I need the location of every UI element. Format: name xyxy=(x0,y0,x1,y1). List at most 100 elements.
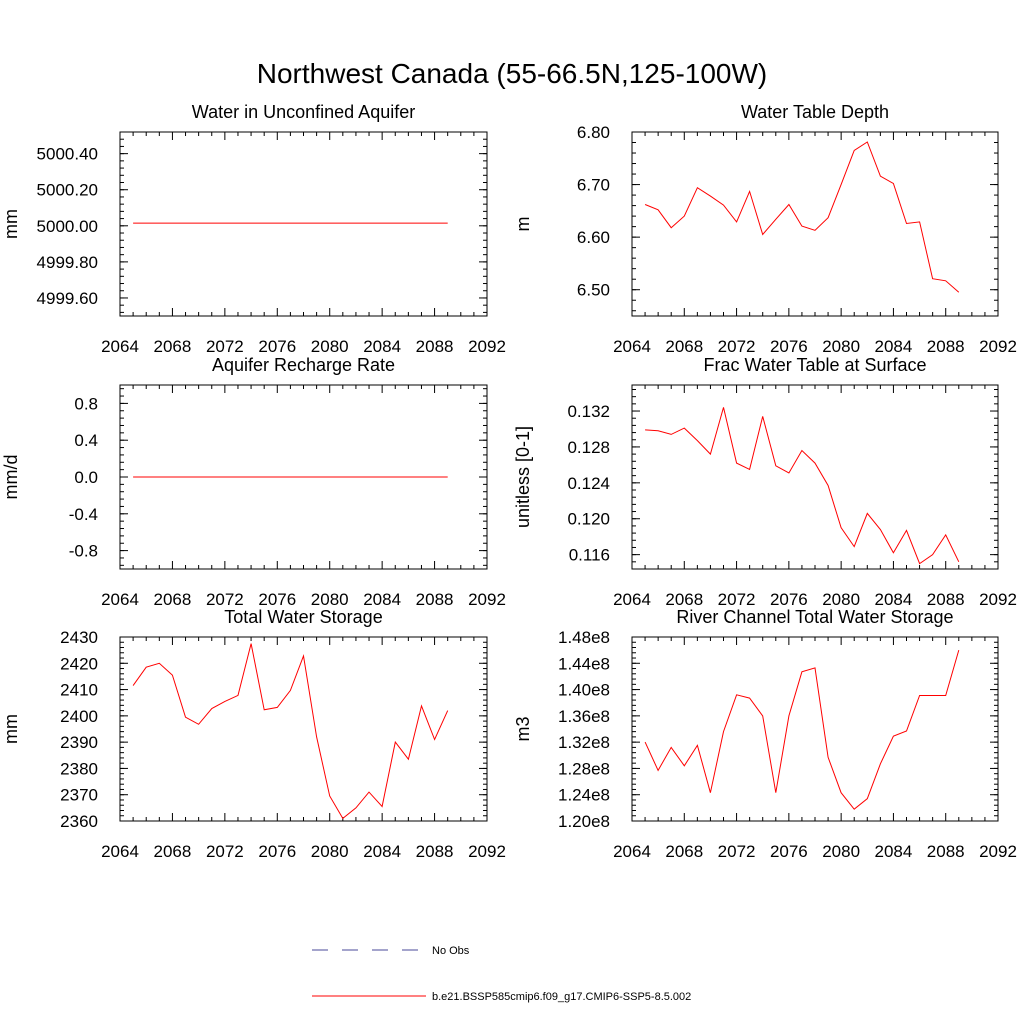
x-tick-label: 2088 xyxy=(927,842,965,861)
y-tick-label: 1.28e8 xyxy=(558,759,610,778)
x-tick-label: 2084 xyxy=(875,590,913,609)
x-tick-label: 2076 xyxy=(258,842,296,861)
panel-frac-water-table-at-surface: Frac Water Table at Surface unitless [0-1… xyxy=(513,355,1017,609)
x-tick-label: 2064 xyxy=(101,842,139,861)
y-tick-label: 0.8 xyxy=(74,394,98,413)
y-tick-label: 2360 xyxy=(60,812,98,831)
panel-aquifer-recharge-rate: Aquifer Recharge Rate mm/d 2064 2068 2072 207… xyxy=(1,355,506,609)
y-tick-label: 0.124 xyxy=(567,474,610,493)
panel-title: Aquifer Recharge Rate xyxy=(212,355,395,375)
x-tick-label: 2080 xyxy=(311,842,349,861)
legend-obs-label: No Obs xyxy=(432,945,470,957)
x-tick-label: 2076 xyxy=(770,337,808,356)
panel-title: Frac Water Table at Surface xyxy=(703,355,926,375)
x-tick-label: 2076 xyxy=(258,590,296,609)
y-axis-label: mm xyxy=(1,209,21,239)
y-tick-label: 2390 xyxy=(60,733,98,752)
y-tick-label: 4999.80 xyxy=(37,253,98,272)
x-tick-label: 2064 xyxy=(613,842,651,861)
y-tick-label: 6.60 xyxy=(577,228,610,247)
chart-panels: Water in Unconfined Aquifer mm 2064 2068 207… xyxy=(1,102,1017,861)
y-axis-label: m xyxy=(513,217,533,232)
x-tick-label: 2080 xyxy=(311,590,349,609)
plot-frame xyxy=(631,636,999,822)
plot-frame xyxy=(631,131,999,317)
x-tick-label: 2072 xyxy=(206,590,244,609)
x-tick-label: 2084 xyxy=(875,842,913,861)
y-tick-label: 6.70 xyxy=(577,176,610,195)
x-tick-label: 2072 xyxy=(206,337,244,356)
x-tick-label: 2088 xyxy=(416,842,454,861)
x-tick-label: 2068 xyxy=(154,337,192,356)
y-tick-label: 1.20e8 xyxy=(558,812,610,831)
legend-model-label: b.e21.BSSP585cmip6.f09_g17.CMIP6-SSP5-8.… xyxy=(432,991,691,1003)
y-tick-label: 2370 xyxy=(60,786,98,805)
x-tick-label: 2092 xyxy=(468,590,506,609)
panel-total-water-storage: Total Water Storage mm 2064 2068 2072 2076 208… xyxy=(1,607,506,861)
panel-title: Water Table Depth xyxy=(741,102,889,122)
y-tick-label: 2410 xyxy=(60,681,98,700)
x-tick-label: 2068 xyxy=(154,842,192,861)
x-tick-label: 2076 xyxy=(770,590,808,609)
x-tick-label: 2092 xyxy=(468,337,506,356)
plot-frame xyxy=(119,131,488,317)
x-tick-label: 2084 xyxy=(363,842,401,861)
x-tick-label: 2080 xyxy=(822,842,860,861)
y-tick-label: 6.80 xyxy=(577,123,610,142)
panel-title: Total Water Storage xyxy=(224,607,382,627)
y-tick-label: 0.4 xyxy=(74,431,98,450)
x-tick-label: 2092 xyxy=(979,337,1017,356)
x-tick-label: 2076 xyxy=(258,337,296,356)
series-line-total-water-storage xyxy=(132,643,449,820)
y-tick-label: 1.48e8 xyxy=(558,628,610,647)
x-tick-label: 2072 xyxy=(718,842,756,861)
x-tick-label: 2084 xyxy=(875,337,913,356)
panel-title: Water in Unconfined Aquifer xyxy=(192,102,415,122)
panel-water-table-depth: Water Table Depth m 2064 2068 2072 2076 2080 20… xyxy=(513,102,1017,356)
x-tick-label: 2088 xyxy=(416,590,454,609)
panel-river-channel-total-water-storage: River Channel Total Water Storage m3 2064 2… xyxy=(513,607,1017,861)
y-tick-label: 0.128 xyxy=(567,438,610,457)
x-tick-label: 2084 xyxy=(363,590,401,609)
y-tick-label: 1.40e8 xyxy=(558,681,610,700)
y-axis-label: m3 xyxy=(513,716,533,741)
y-tick-label: -0.8 xyxy=(69,542,98,561)
series-line-river-channel-total-water-storage xyxy=(644,649,960,810)
y-tick-label: 1.24e8 xyxy=(558,786,610,805)
y-tick-label: 0.120 xyxy=(567,510,610,529)
y-tick-label: 2400 xyxy=(60,707,98,726)
x-tick-label: 2092 xyxy=(979,842,1017,861)
x-tick-label: 2076 xyxy=(770,842,808,861)
y-tick-label: 5000.40 xyxy=(37,145,98,164)
x-tick-label: 2068 xyxy=(665,842,703,861)
y-tick-label: 0.132 xyxy=(567,402,610,421)
y-tick-label: 2380 xyxy=(60,759,98,778)
y-tick-label: 5000.20 xyxy=(37,181,98,200)
x-tick-label: 2064 xyxy=(101,590,139,609)
x-tick-label: 2072 xyxy=(718,590,756,609)
x-tick-label: 2088 xyxy=(927,337,965,356)
x-tick-label: 2092 xyxy=(468,842,506,861)
x-tick-label: 2092 xyxy=(979,590,1017,609)
x-tick-label: 2064 xyxy=(613,590,651,609)
x-tick-label: 2088 xyxy=(927,590,965,609)
x-tick-label: 2088 xyxy=(416,337,454,356)
x-tick-label: 2080 xyxy=(311,337,349,356)
y-tick-label: 1.36e8 xyxy=(558,707,610,726)
y-tick-label: 0.0 xyxy=(74,468,98,487)
x-tick-label: 2068 xyxy=(665,337,703,356)
x-tick-label: 2068 xyxy=(154,590,192,609)
y-tick-label: 5000.00 xyxy=(37,217,98,236)
panel-title: River Channel Total Water Storage xyxy=(676,607,953,627)
panel-water-in-unconfined-aquifer: Water in Unconfined Aquifer mm 2064 2068 207… xyxy=(1,102,506,356)
y-axis-label: mm/d xyxy=(1,455,21,500)
plot-frame xyxy=(631,384,999,570)
x-tick-label: 2064 xyxy=(613,337,651,356)
x-tick-label: 2084 xyxy=(363,337,401,356)
y-axis-label: unitless [0-1] xyxy=(513,426,533,528)
series-line-water-table-depth xyxy=(644,141,960,293)
y-tick-label: 4999.60 xyxy=(37,289,98,308)
x-tick-label: 2068 xyxy=(665,590,703,609)
y-tick-label: 0.116 xyxy=(569,546,610,565)
